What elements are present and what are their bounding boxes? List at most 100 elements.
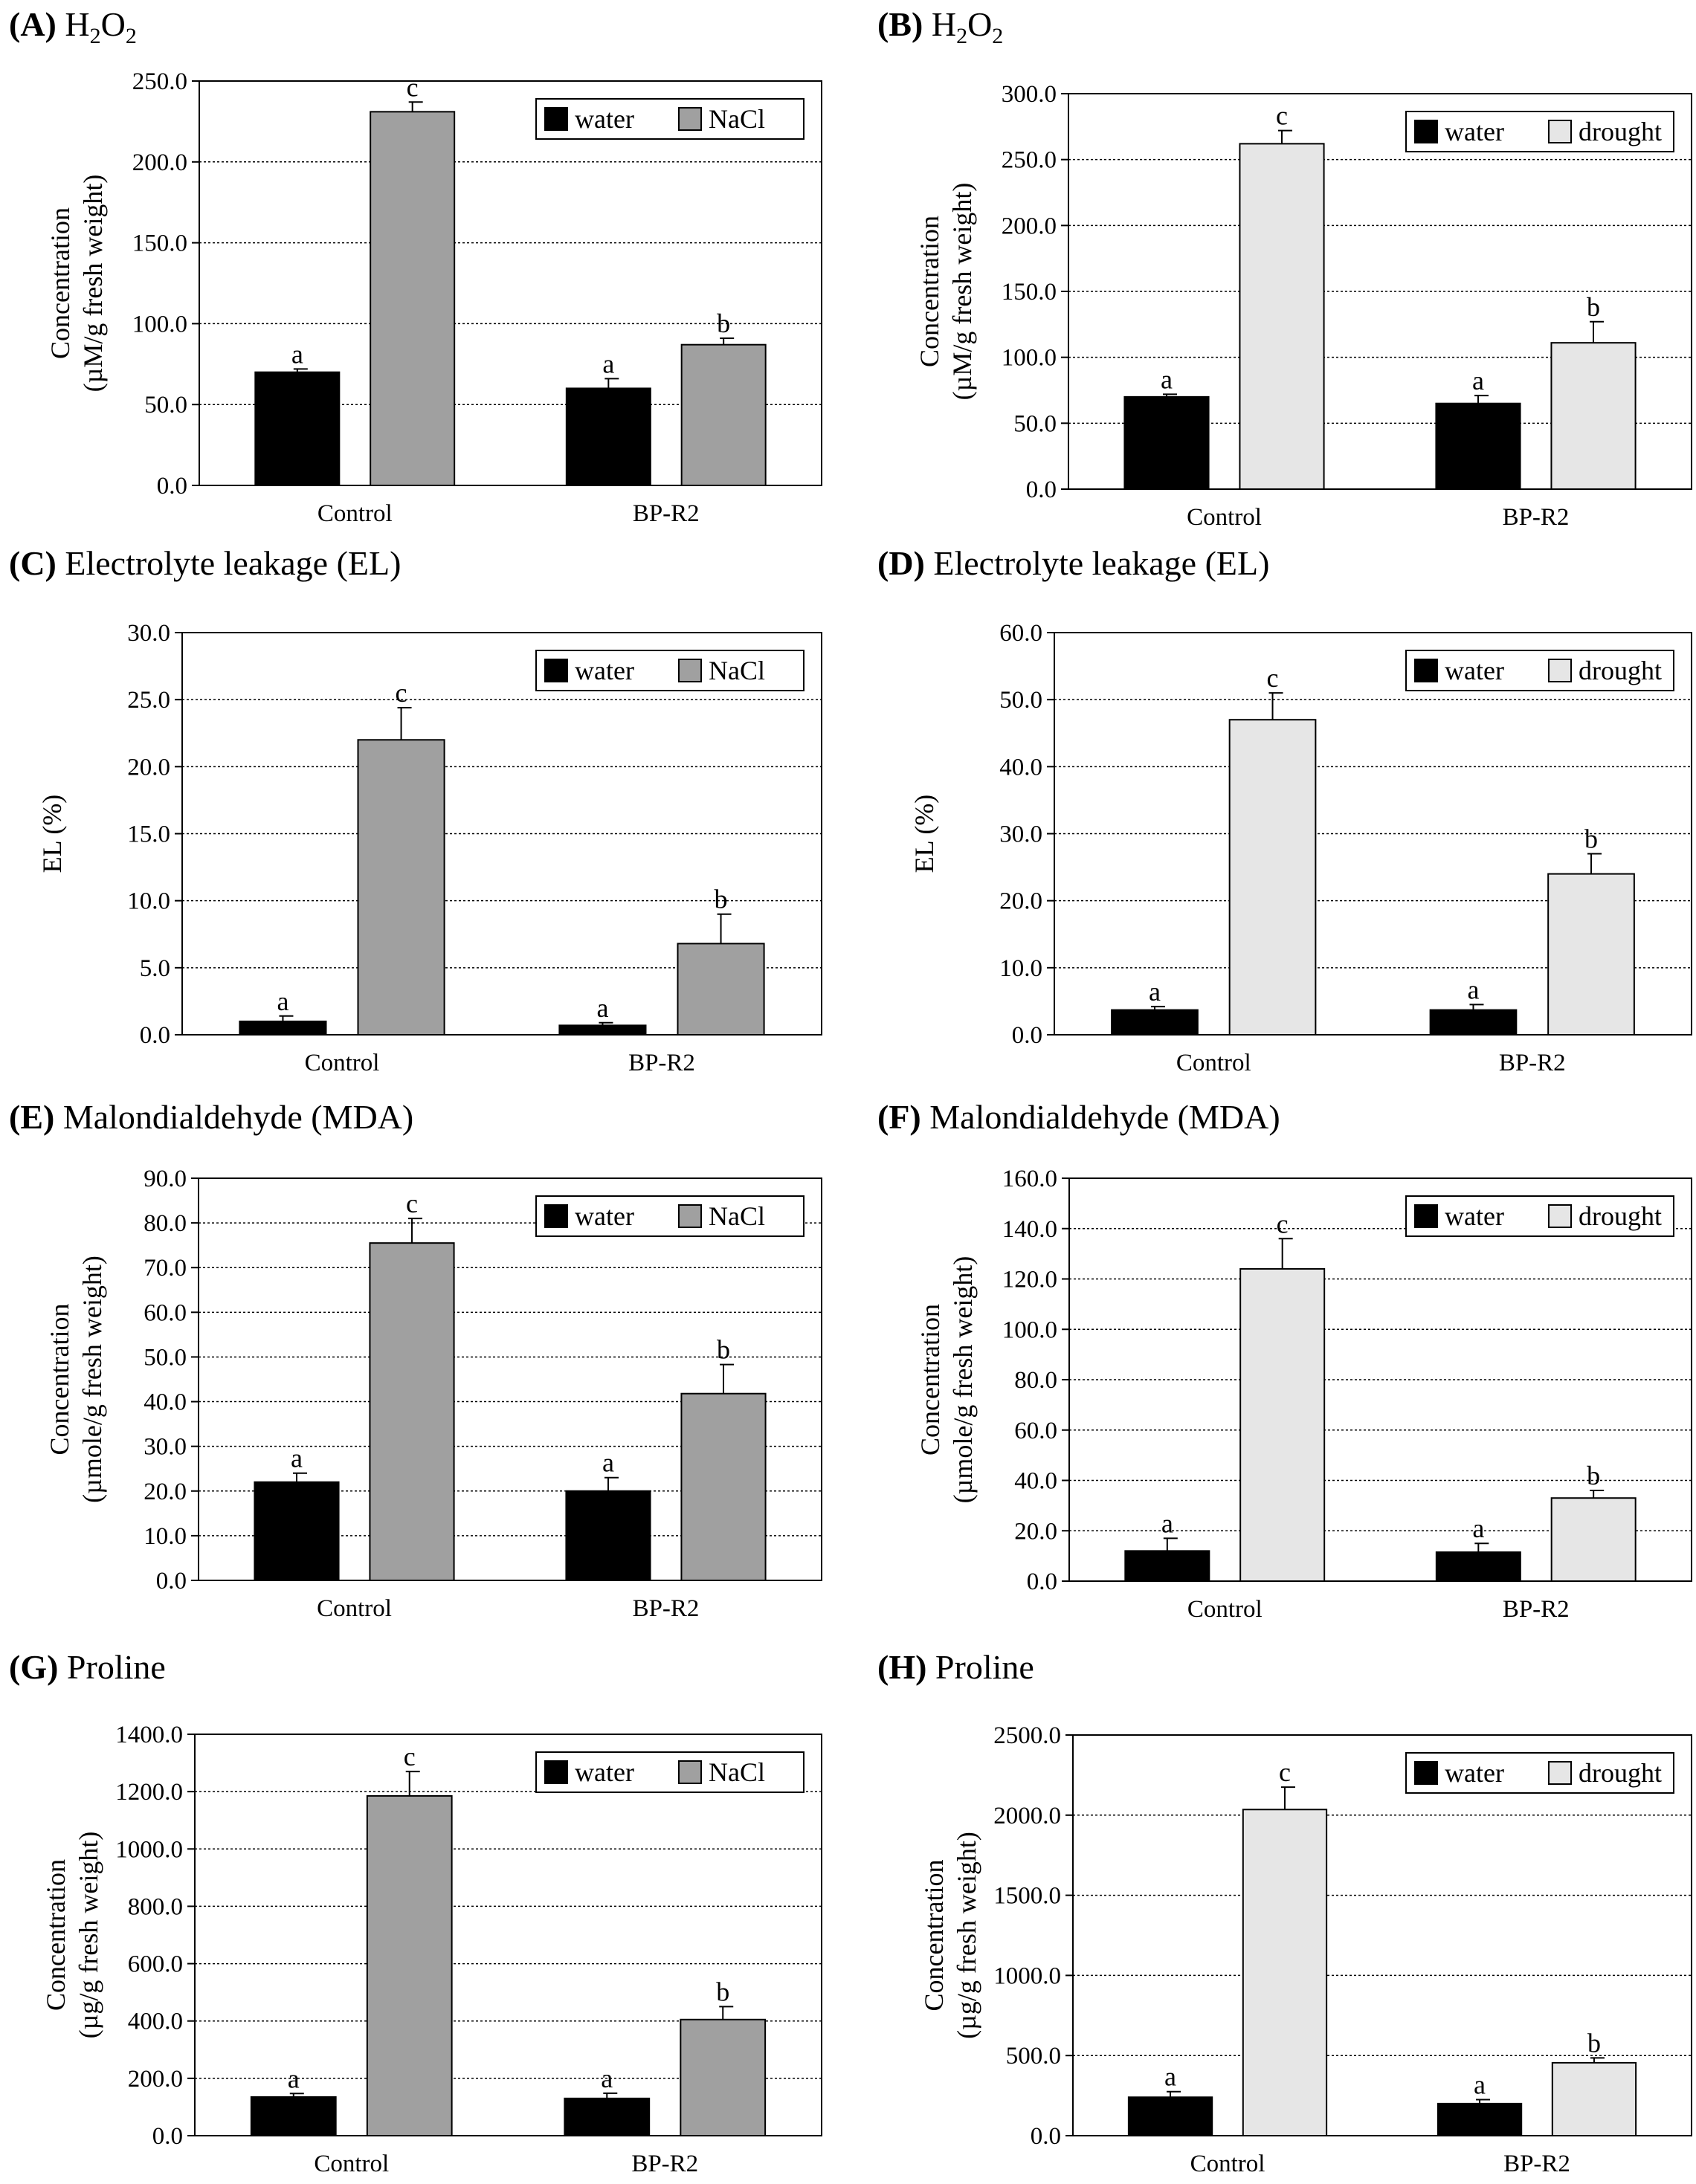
y-tick-label: 20.0: [127, 754, 170, 781]
y-axis-label-line: Concentration: [915, 1304, 945, 1456]
x-category-label: BP-R2: [1503, 2151, 1570, 2177]
bar-drought-bp-r2: [1551, 2061, 1637, 2137]
y-tick-label: 300.0: [1002, 81, 1057, 108]
significance-letter: a: [596, 993, 608, 1023]
significance-letter: a: [291, 339, 303, 369]
x-category-label: BP-R2: [1503, 504, 1570, 531]
y-tick-label: 10.0: [127, 888, 170, 915]
y-tick-label: 0.0: [1027, 1568, 1057, 1595]
panel-label-d: (D): [877, 544, 933, 582]
y-axis-label: Concentration (µmole/g fresh weight): [45, 1256, 107, 1503]
title-text: Proline: [935, 1648, 1034, 1686]
legend-swatch-water: [544, 659, 568, 682]
y-tick-label: 80.0: [144, 1210, 187, 1237]
significance-letter: c: [404, 1742, 416, 1771]
y-tick-label: 200.0: [132, 149, 187, 176]
legend-box: [1405, 111, 1674, 152]
y-tick-label: 5.0: [140, 955, 170, 982]
y-tick-label: 80.0: [1014, 1367, 1057, 1394]
bar-drought-bp-r2: [1550, 342, 1637, 490]
y-tick-label: 50.0: [999, 687, 1042, 714]
bar-nacl-bp-r2: [680, 2018, 767, 2136]
y-tick-label: 0.0: [1026, 476, 1057, 503]
bar-drought-control: [1239, 143, 1325, 491]
bar-nacl-control: [370, 111, 456, 486]
panel-label-e: (E): [9, 1098, 63, 1136]
title-text: Malondialdehyde (MDA): [63, 1098, 413, 1136]
y-tick-label: 2000.0: [993, 1803, 1061, 1829]
y-tick-label: 0.0: [1031, 2123, 1061, 2150]
bar-nacl-bp-r2: [680, 343, 767, 486]
bar-drought-bp-r2: [1547, 873, 1635, 1036]
legend-swatch-drought: [1548, 120, 1572, 143]
y-axis-label-line: (µg/g fresh weight): [952, 1832, 981, 2039]
y-tick-label: 100.0: [132, 311, 187, 337]
bar-water-control: [1127, 2096, 1213, 2137]
panel-label-a: (A): [9, 5, 65, 43]
y-axis-label: EL (%): [909, 795, 939, 873]
significance-letter: a: [1149, 977, 1161, 1007]
x-category-label: Control: [1187, 504, 1262, 531]
significance-letter: b: [716, 1977, 729, 2006]
legend-swatch-water: [544, 107, 568, 131]
title-text: Malondialdehyde (MDA): [929, 1098, 1280, 1136]
y-axis-label-line: Concentration: [915, 216, 944, 367]
significance-letter: a: [288, 2064, 300, 2093]
significance-letter: a: [1161, 1508, 1173, 1538]
significance-letter: c: [406, 1189, 418, 1218]
y-axis-label-line: Concentration: [45, 207, 75, 359]
significance-letter: b: [1584, 824, 1598, 854]
x-category-label: BP-R2: [1503, 1596, 1570, 1623]
plot-frame: [198, 1177, 822, 1581]
y-tick-label: 40.0: [144, 1389, 187, 1416]
y-axis-label-line: (µmole/g fresh weight): [948, 1256, 978, 1504]
y-axis-label-line: (µmole/g fresh weight): [77, 1256, 107, 1503]
y-tick-label: 0.0: [157, 473, 187, 500]
significance-letter: c: [1276, 101, 1288, 131]
panel-title-f: (F) Malondialdehyde (MDA): [877, 1098, 1280, 1136]
significance-letter: a: [277, 986, 288, 1016]
y-tick-label: 0.0: [156, 1568, 187, 1595]
legend-swatch-nacl: [678, 659, 702, 682]
significance-letter: b: [1587, 292, 1600, 322]
x-category-label: Control: [305, 1050, 380, 1076]
bar-water-control: [250, 2096, 337, 2136]
y-axis-label: Concentration (µM/g fresh weight): [915, 183, 977, 401]
y-axis-label-line: Concentration: [41, 1859, 71, 2011]
y-axis-label-line: (µg/g fresh weight): [74, 1832, 103, 2039]
y-tick-label: 0.0: [1012, 1022, 1042, 1049]
significance-letter: a: [1472, 366, 1484, 395]
title-text: O: [967, 5, 992, 43]
bar-water-bp-r2: [1435, 402, 1521, 491]
bar-water-control: [1123, 395, 1210, 490]
x-category-label: BP-R2: [631, 2151, 698, 2177]
legend-swatch-water: [544, 1204, 568, 1228]
y-axis-label-line: (µM/g fresh weight): [947, 183, 977, 401]
y-tick-label: 60.0: [1014, 1418, 1057, 1444]
legend-swatch-nacl: [678, 1204, 702, 1228]
panel-title-a: (A) H2O2: [9, 5, 137, 48]
x-category-label: Control: [1190, 2151, 1265, 2177]
significance-letter: c: [1279, 1757, 1291, 1787]
y-tick-label: 600.0: [128, 1951, 183, 1978]
y-tick-label: 2500.0: [993, 1722, 1061, 1749]
y-tick-label: 800.0: [128, 1893, 183, 1920]
bar-nacl-bp-r2: [680, 1392, 767, 1582]
y-axis-label-line: Concentration: [45, 1304, 74, 1456]
y-axis-label: EL (%): [37, 795, 67, 873]
chart-panel-c: (C) Electrolyte leakage (EL) 0.0 5.0 10.0 15…: [9, 544, 822, 1076]
title-text: H: [65, 5, 89, 43]
x-category-label: Control: [1176, 1050, 1251, 1076]
y-tick-label: 250.0: [1002, 147, 1057, 174]
y-tick-label: 1000.0: [993, 1962, 1061, 1989]
significance-letter: b: [1587, 2028, 1601, 2058]
x-category-label: Control: [314, 2151, 389, 2177]
legend: water NaCl: [535, 1751, 805, 1793]
y-tick-label: 100.0: [1002, 1316, 1057, 1343]
bar-drought-control: [1242, 1809, 1328, 2136]
bar-water-control: [239, 1020, 327, 1036]
y-axis-label-line: Concentration: [919, 1860, 949, 2012]
legend-label-water: water: [575, 104, 634, 134]
bar-water-control: [254, 1481, 340, 1582]
x-category-label: Control: [1187, 1596, 1263, 1623]
